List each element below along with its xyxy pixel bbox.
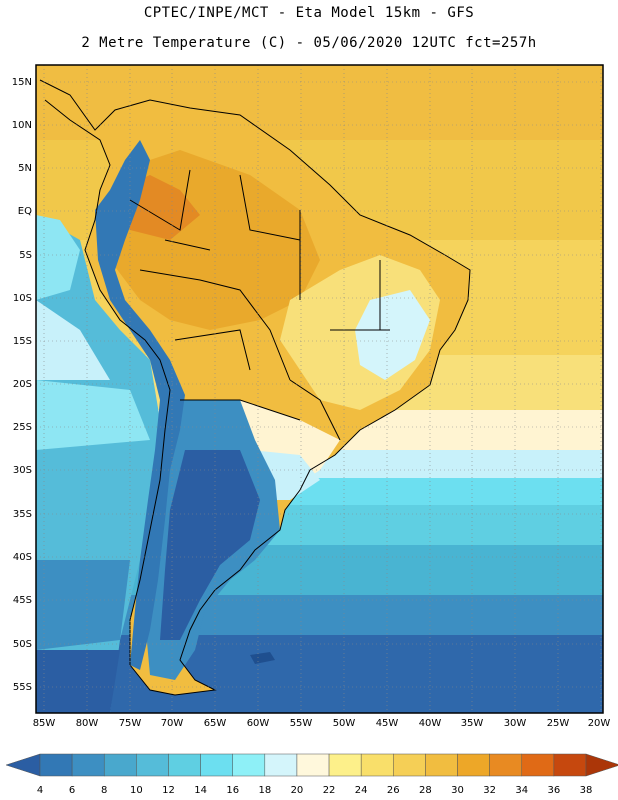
colorbar-tick-label: 24 (355, 785, 368, 796)
colorbar-tick-label: 36 (548, 785, 561, 796)
lon-label: 45W (376, 718, 399, 729)
lat-label: EQ (18, 206, 32, 217)
colorbar-swatch (200, 753, 233, 777)
colorbar-tick-label: 4 (37, 785, 43, 796)
lat-label: 25S (13, 422, 32, 433)
colorbar-tick-label: 34 (515, 785, 528, 796)
lat-label: 5N (18, 163, 32, 174)
lat-label: 20S (13, 379, 32, 390)
lon-label: 25W (547, 718, 570, 729)
colorbar-tick-label: 32 (483, 785, 496, 796)
colorbar-swatch (393, 753, 426, 777)
lat-label: 45S (13, 595, 32, 606)
colorbar-swatch (425, 753, 458, 777)
lat-label: 10S (13, 293, 32, 304)
colorbar-arrow-low (5, 753, 41, 777)
lon-label: 65W (204, 718, 227, 729)
lat-label: 30S (13, 465, 32, 476)
colorbar-tick-label: 16 (226, 785, 239, 796)
colorbar-tick-label: 26 (387, 785, 400, 796)
colorbar-tick-label: 10 (130, 785, 143, 796)
lat-label: 5S (19, 250, 32, 261)
colorbar-swatch (296, 753, 330, 777)
colorbar-arrow-high (585, 753, 618, 777)
colorbar-swatch (232, 753, 266, 777)
lon-label: 55W (290, 718, 313, 729)
colorbar-tick-label: 14 (194, 785, 207, 796)
map-title: CPTEC/INPE/MCT - Eta Model 15km - GFS (143, 5, 475, 21)
colorbar-swatch (457, 753, 490, 777)
colorbar-swatch (553, 753, 587, 777)
colorbar-tick-label: 30 (451, 785, 464, 796)
lon-label: 60W (247, 718, 270, 729)
lat-label: 15N (12, 77, 32, 88)
colorbar-tick-label: 6 (69, 785, 75, 796)
map-field (36, 65, 603, 713)
colorbar-swatch (168, 753, 201, 777)
latitude-labels: 15N 10N 5N EQ 5S 10S 15S 20S 25S 30S 35S… (12, 77, 32, 693)
lat-label: 50S (13, 639, 32, 650)
colorbar-swatch (360, 753, 394, 777)
graticule (36, 65, 603, 713)
lat-label: 55S (13, 682, 32, 693)
colorbar-swatch (103, 753, 137, 777)
lat-label: 10N (12, 120, 32, 131)
colorbar-tick-label: 28 (419, 785, 432, 796)
lat-label: 40S (13, 552, 32, 563)
colorbar-swatch (489, 753, 523, 777)
lon-label: 20W (588, 718, 611, 729)
colorbar-tick-label: 8 (101, 785, 107, 796)
colorbar-tick-label: 38 (580, 785, 593, 796)
country-borders (39, 79, 471, 696)
colorbar-tick-label: 12 (162, 785, 175, 796)
colorbar-swatch (521, 753, 555, 777)
lon-label: 70W (161, 718, 184, 729)
map-subtitle: 2 Metre Temperature (C) - 05/06/2020 12U… (81, 35, 537, 51)
lon-label: 80W (76, 718, 99, 729)
colorbar-swatch (328, 753, 362, 777)
colorbar-tick-label: 22 (323, 785, 336, 796)
colorbar-tick-label: 20 (291, 785, 304, 796)
colorbar-tick-label: 18 (258, 785, 271, 796)
longitude-labels: 85W 80W 75W 70W 65W 60W 55W 50W 45W 40W … (33, 718, 611, 729)
colorbar-swatch (71, 753, 105, 777)
colorbar-swatch (264, 753, 298, 777)
lon-label: 75W (119, 718, 142, 729)
map-frame-border (35, 64, 604, 714)
colorbar-swatch (39, 753, 73, 777)
lat-label: 15S (13, 336, 32, 347)
lat-label: 35S (13, 509, 32, 520)
lon-label: 30W (504, 718, 527, 729)
colorbar: 4 6 8 10 12 14 16 18 20 22 24 26 28 30 32 34 36 38 (5, 753, 618, 796)
lon-label: 35W (461, 718, 484, 729)
lon-label: 50W (333, 718, 356, 729)
lon-label: 40W (419, 718, 442, 729)
lon-label: 85W (33, 718, 56, 729)
colorbar-swatch (136, 753, 169, 777)
